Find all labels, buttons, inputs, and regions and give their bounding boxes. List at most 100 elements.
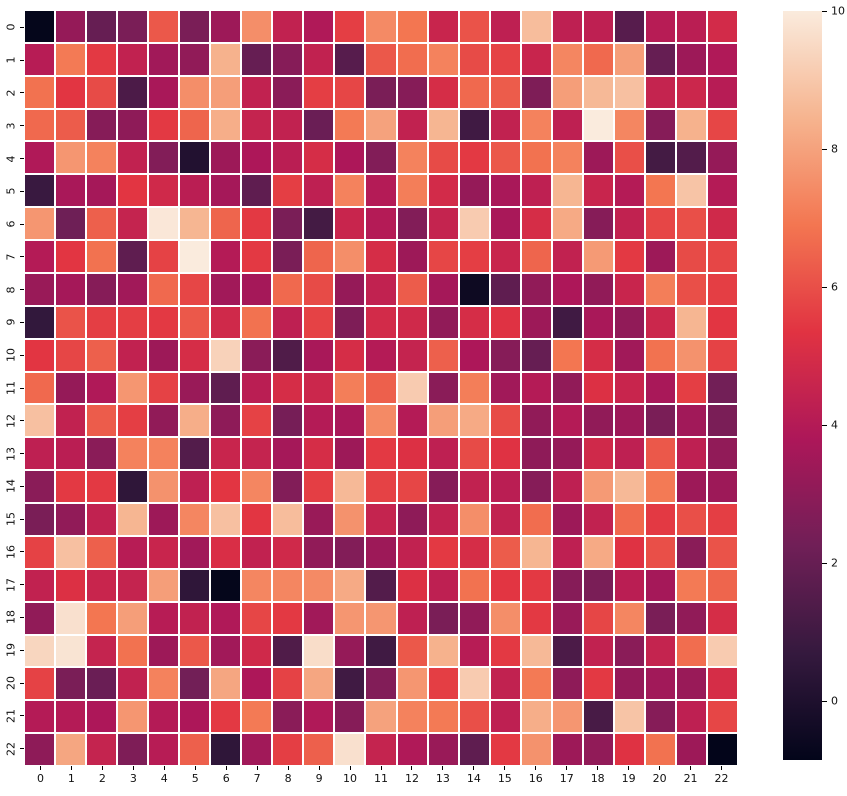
heatmap-cell xyxy=(521,504,551,535)
y-tick-label: 21 xyxy=(4,708,18,723)
heatmap-cell xyxy=(490,273,520,305)
heatmap-cell xyxy=(676,536,706,568)
heatmap-cell xyxy=(211,405,241,437)
heatmap-cell xyxy=(614,438,644,470)
heatmap-cell xyxy=(459,405,489,437)
heatmap-cell xyxy=(180,438,210,470)
heatmap-cell xyxy=(149,602,179,634)
heatmap-cell xyxy=(676,701,706,733)
heatmap-cell xyxy=(552,405,582,437)
heatmap-cell xyxy=(211,142,241,174)
heatmap-cell xyxy=(366,273,396,305)
heatmap-cell xyxy=(149,241,179,272)
heatmap-cell xyxy=(242,734,272,765)
heatmap-cell xyxy=(583,43,613,75)
x-tick xyxy=(287,766,289,770)
heatmap-cell xyxy=(428,438,458,470)
heatmap-cell xyxy=(583,701,613,733)
heatmap-cell xyxy=(552,372,582,404)
heatmap-cell xyxy=(56,76,86,108)
heatmap-cell xyxy=(180,405,210,437)
heatmap-cell xyxy=(428,536,458,568)
heatmap-cell xyxy=(149,76,179,108)
heatmap-cell xyxy=(366,635,396,667)
heatmap-cell xyxy=(180,602,210,634)
heatmap-cell xyxy=(676,471,706,503)
heatmap-cell xyxy=(335,602,365,634)
heatmap-cell xyxy=(180,76,210,108)
heatmap-cell xyxy=(614,734,644,765)
y-tick xyxy=(20,682,24,684)
heatmap-cell xyxy=(676,175,706,207)
heatmap-cell xyxy=(211,11,241,42)
heatmap-cell xyxy=(180,208,210,240)
heatmap-cell xyxy=(428,273,458,305)
heatmap-cell xyxy=(242,471,272,503)
x-tick-label: 18 xyxy=(590,772,605,785)
x-tick-label: 17 xyxy=(559,772,574,785)
y-tick-label: 3 xyxy=(4,122,18,130)
heatmap-cell xyxy=(645,701,675,733)
heatmap-cell xyxy=(87,602,117,634)
colorbar-tick-label: 8 xyxy=(831,142,838,156)
heatmap-cell xyxy=(614,536,644,568)
heatmap-cell xyxy=(583,668,613,700)
heatmap-cell xyxy=(521,208,551,240)
heatmap-cell xyxy=(397,142,427,174)
heatmap-cell xyxy=(397,273,427,305)
x-tick xyxy=(566,766,568,770)
y-tick-label: 17 xyxy=(4,577,18,592)
heatmap-cell xyxy=(87,109,117,141)
colorbar-tick-label: 6 xyxy=(831,280,838,294)
heatmap-cell xyxy=(583,635,613,667)
heatmap-cell xyxy=(707,438,737,470)
x-tick xyxy=(70,766,72,770)
heatmap-cell xyxy=(552,76,582,108)
heatmap-cell xyxy=(366,11,396,42)
heatmap-cell xyxy=(56,208,86,240)
heatmap-cell xyxy=(273,306,303,338)
heatmap-cell xyxy=(707,471,737,503)
x-tick-label: 12 xyxy=(404,772,419,785)
colorbar-gradient xyxy=(783,11,822,760)
heatmap-cell xyxy=(304,405,334,437)
heatmap-cell xyxy=(583,471,613,503)
heatmap-cell xyxy=(180,109,210,141)
x-tick xyxy=(225,766,227,770)
y-tick-label: 13 xyxy=(4,446,18,461)
heatmap-cell xyxy=(676,11,706,42)
x-tick-label: 3 xyxy=(129,772,137,785)
x-tick-label: 14 xyxy=(466,772,481,785)
x-tick-label: 15 xyxy=(497,772,512,785)
heatmap-cell xyxy=(25,241,55,272)
heatmap-cell xyxy=(335,701,365,733)
heatmap-cell xyxy=(552,602,582,634)
heatmap-cell xyxy=(180,11,210,42)
heatmap-cell xyxy=(242,273,272,305)
heatmap-cell xyxy=(25,734,55,765)
heatmap-cell xyxy=(707,504,737,535)
heatmap-cell xyxy=(273,11,303,42)
heatmap-cell xyxy=(56,372,86,404)
x-tick xyxy=(597,766,599,770)
heatmap-cell xyxy=(707,734,737,765)
heatmap-cell xyxy=(335,175,365,207)
heatmap-cell xyxy=(149,306,179,338)
heatmap-cell xyxy=(211,306,241,338)
heatmap-cell xyxy=(180,701,210,733)
y-tick-label: 14 xyxy=(4,479,18,494)
y-tick xyxy=(20,616,24,618)
x-tick xyxy=(101,766,103,770)
heatmap-cell xyxy=(521,372,551,404)
heatmap-cell xyxy=(521,339,551,371)
heatmap-cell xyxy=(273,734,303,765)
heatmap-cell xyxy=(149,536,179,568)
heatmap-cell xyxy=(490,208,520,240)
heatmap-cell xyxy=(614,142,644,174)
heatmap-cell xyxy=(118,536,148,568)
x-tick-label: 7 xyxy=(253,772,261,785)
heatmap-cell xyxy=(614,635,644,667)
heatmap-cell xyxy=(459,372,489,404)
heatmap-cell xyxy=(273,241,303,272)
